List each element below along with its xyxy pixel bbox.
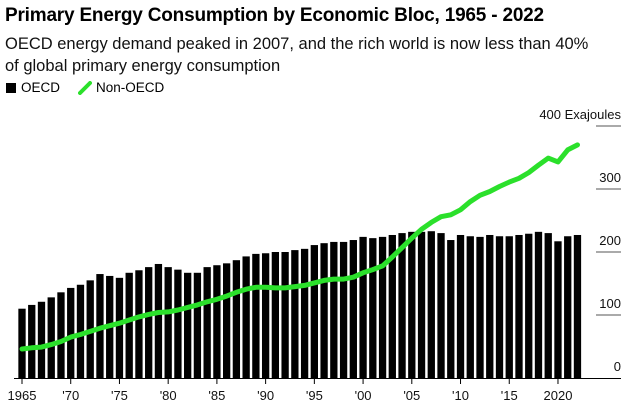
legend-label-oecd: OECD <box>21 80 61 95</box>
x-tick-label: '75 <box>111 388 128 403</box>
oecd-bar <box>476 236 484 378</box>
oecd-bar <box>505 236 513 378</box>
y-tick-label: 400 Exajoules <box>539 107 621 122</box>
oecd-bar <box>486 234 494 378</box>
oecd-bar <box>466 236 474 378</box>
oecd-bar <box>339 241 348 378</box>
y-tick-label: 200 <box>599 233 621 248</box>
x-tick-label: '95 <box>306 388 323 403</box>
oecd-bar <box>369 238 377 378</box>
oecd-bar <box>115 277 124 378</box>
oecd-bar <box>57 292 65 378</box>
oecd-bar <box>447 240 455 378</box>
oecd-bar <box>398 233 406 378</box>
legend: OECD Non-OECD <box>6 80 182 95</box>
x-axis <box>14 378 621 384</box>
oecd-bar <box>495 236 504 378</box>
oecd-bar <box>291 250 299 378</box>
x-tick-label: '70 <box>62 388 79 403</box>
oecd-bar <box>271 252 280 378</box>
x-tick-label: '00 <box>355 388 372 403</box>
x-tick-label: 1965 <box>8 388 37 403</box>
oecd-bar <box>408 231 416 378</box>
oecd-bar <box>349 240 357 378</box>
oecd-bar <box>213 265 221 378</box>
oecd-bar <box>330 241 338 378</box>
oecd-bar <box>573 234 582 378</box>
legend-item-non-oecd: Non-OECD <box>78 80 164 95</box>
x-tick-label: '05 <box>403 388 420 403</box>
x-tick-label: '80 <box>160 388 177 403</box>
y-tick-label: 300 <box>599 170 621 185</box>
oecd-bar <box>125 272 133 378</box>
oecd-bar <box>154 263 163 378</box>
chart-title: Primary Energy Consumption by Economic B… <box>5 5 544 26</box>
oecd-bar <box>525 233 533 378</box>
oecd-bar <box>184 272 192 378</box>
x-tick-label: '10 <box>452 388 469 403</box>
oecd-bar <box>145 267 153 378</box>
oecd-bar <box>174 269 182 378</box>
oecd-bar <box>222 263 231 378</box>
oecd-bar <box>67 287 75 378</box>
oecd-bar <box>564 236 572 378</box>
oecd-bar <box>544 233 552 378</box>
oecd-bar <box>359 236 367 378</box>
legend-item-oecd: OECD <box>6 80 60 95</box>
oecd-bar <box>261 253 270 378</box>
gridlines <box>596 125 621 316</box>
oecd-bar <box>242 256 250 378</box>
oecd-bar <box>28 304 36 378</box>
oecd-bar <box>427 231 435 378</box>
x-tick-label: '85 <box>208 388 225 403</box>
oecd-bar <box>456 234 465 378</box>
y-tick-label: 100 <box>599 296 621 311</box>
oecd-bar <box>37 301 46 378</box>
oecd-bar <box>193 272 202 378</box>
oecd-bar <box>388 234 396 378</box>
oecd-bar <box>252 253 260 378</box>
x-tick-label: '15 <box>501 388 518 403</box>
oecd-bar <box>76 284 85 378</box>
x-tick-label: '90 <box>257 388 274 403</box>
legend-square-icon <box>6 82 16 93</box>
y-tick-label: 0 <box>614 359 621 374</box>
oecd-bar <box>232 260 241 378</box>
oecd-bar <box>203 267 211 378</box>
axis-labels: 400 Exajoules 300 200 100 0 1965 '70 '75 '80 '85 '… <box>8 107 622 403</box>
oecd-bar <box>437 233 445 378</box>
oecd-bar <box>135 270 143 378</box>
oecd-bar <box>281 252 289 378</box>
oecd-bar <box>18 308 26 378</box>
oecd-bar <box>554 241 562 378</box>
non-oecd-line <box>19 142 580 352</box>
oecd-bar <box>320 243 328 378</box>
non-oecd-line-layer <box>19 142 580 352</box>
oecd-bars <box>18 231 582 378</box>
oecd-bar <box>300 248 309 378</box>
legend-label-non-oecd: Non-OECD <box>96 80 165 95</box>
oecd-bar <box>164 267 172 378</box>
x-tick-label: 2020 <box>544 388 573 403</box>
oecd-bar <box>417 231 426 378</box>
oecd-bar <box>378 236 387 378</box>
legend-line-icon <box>78 80 93 95</box>
oecd-bar <box>515 234 523 378</box>
chart-subtitle: OECD energy demand peaked in 2007, and t… <box>5 35 589 75</box>
oecd-bar <box>47 297 55 378</box>
oecd-bar <box>310 245 318 378</box>
oecd-bar <box>534 231 543 378</box>
